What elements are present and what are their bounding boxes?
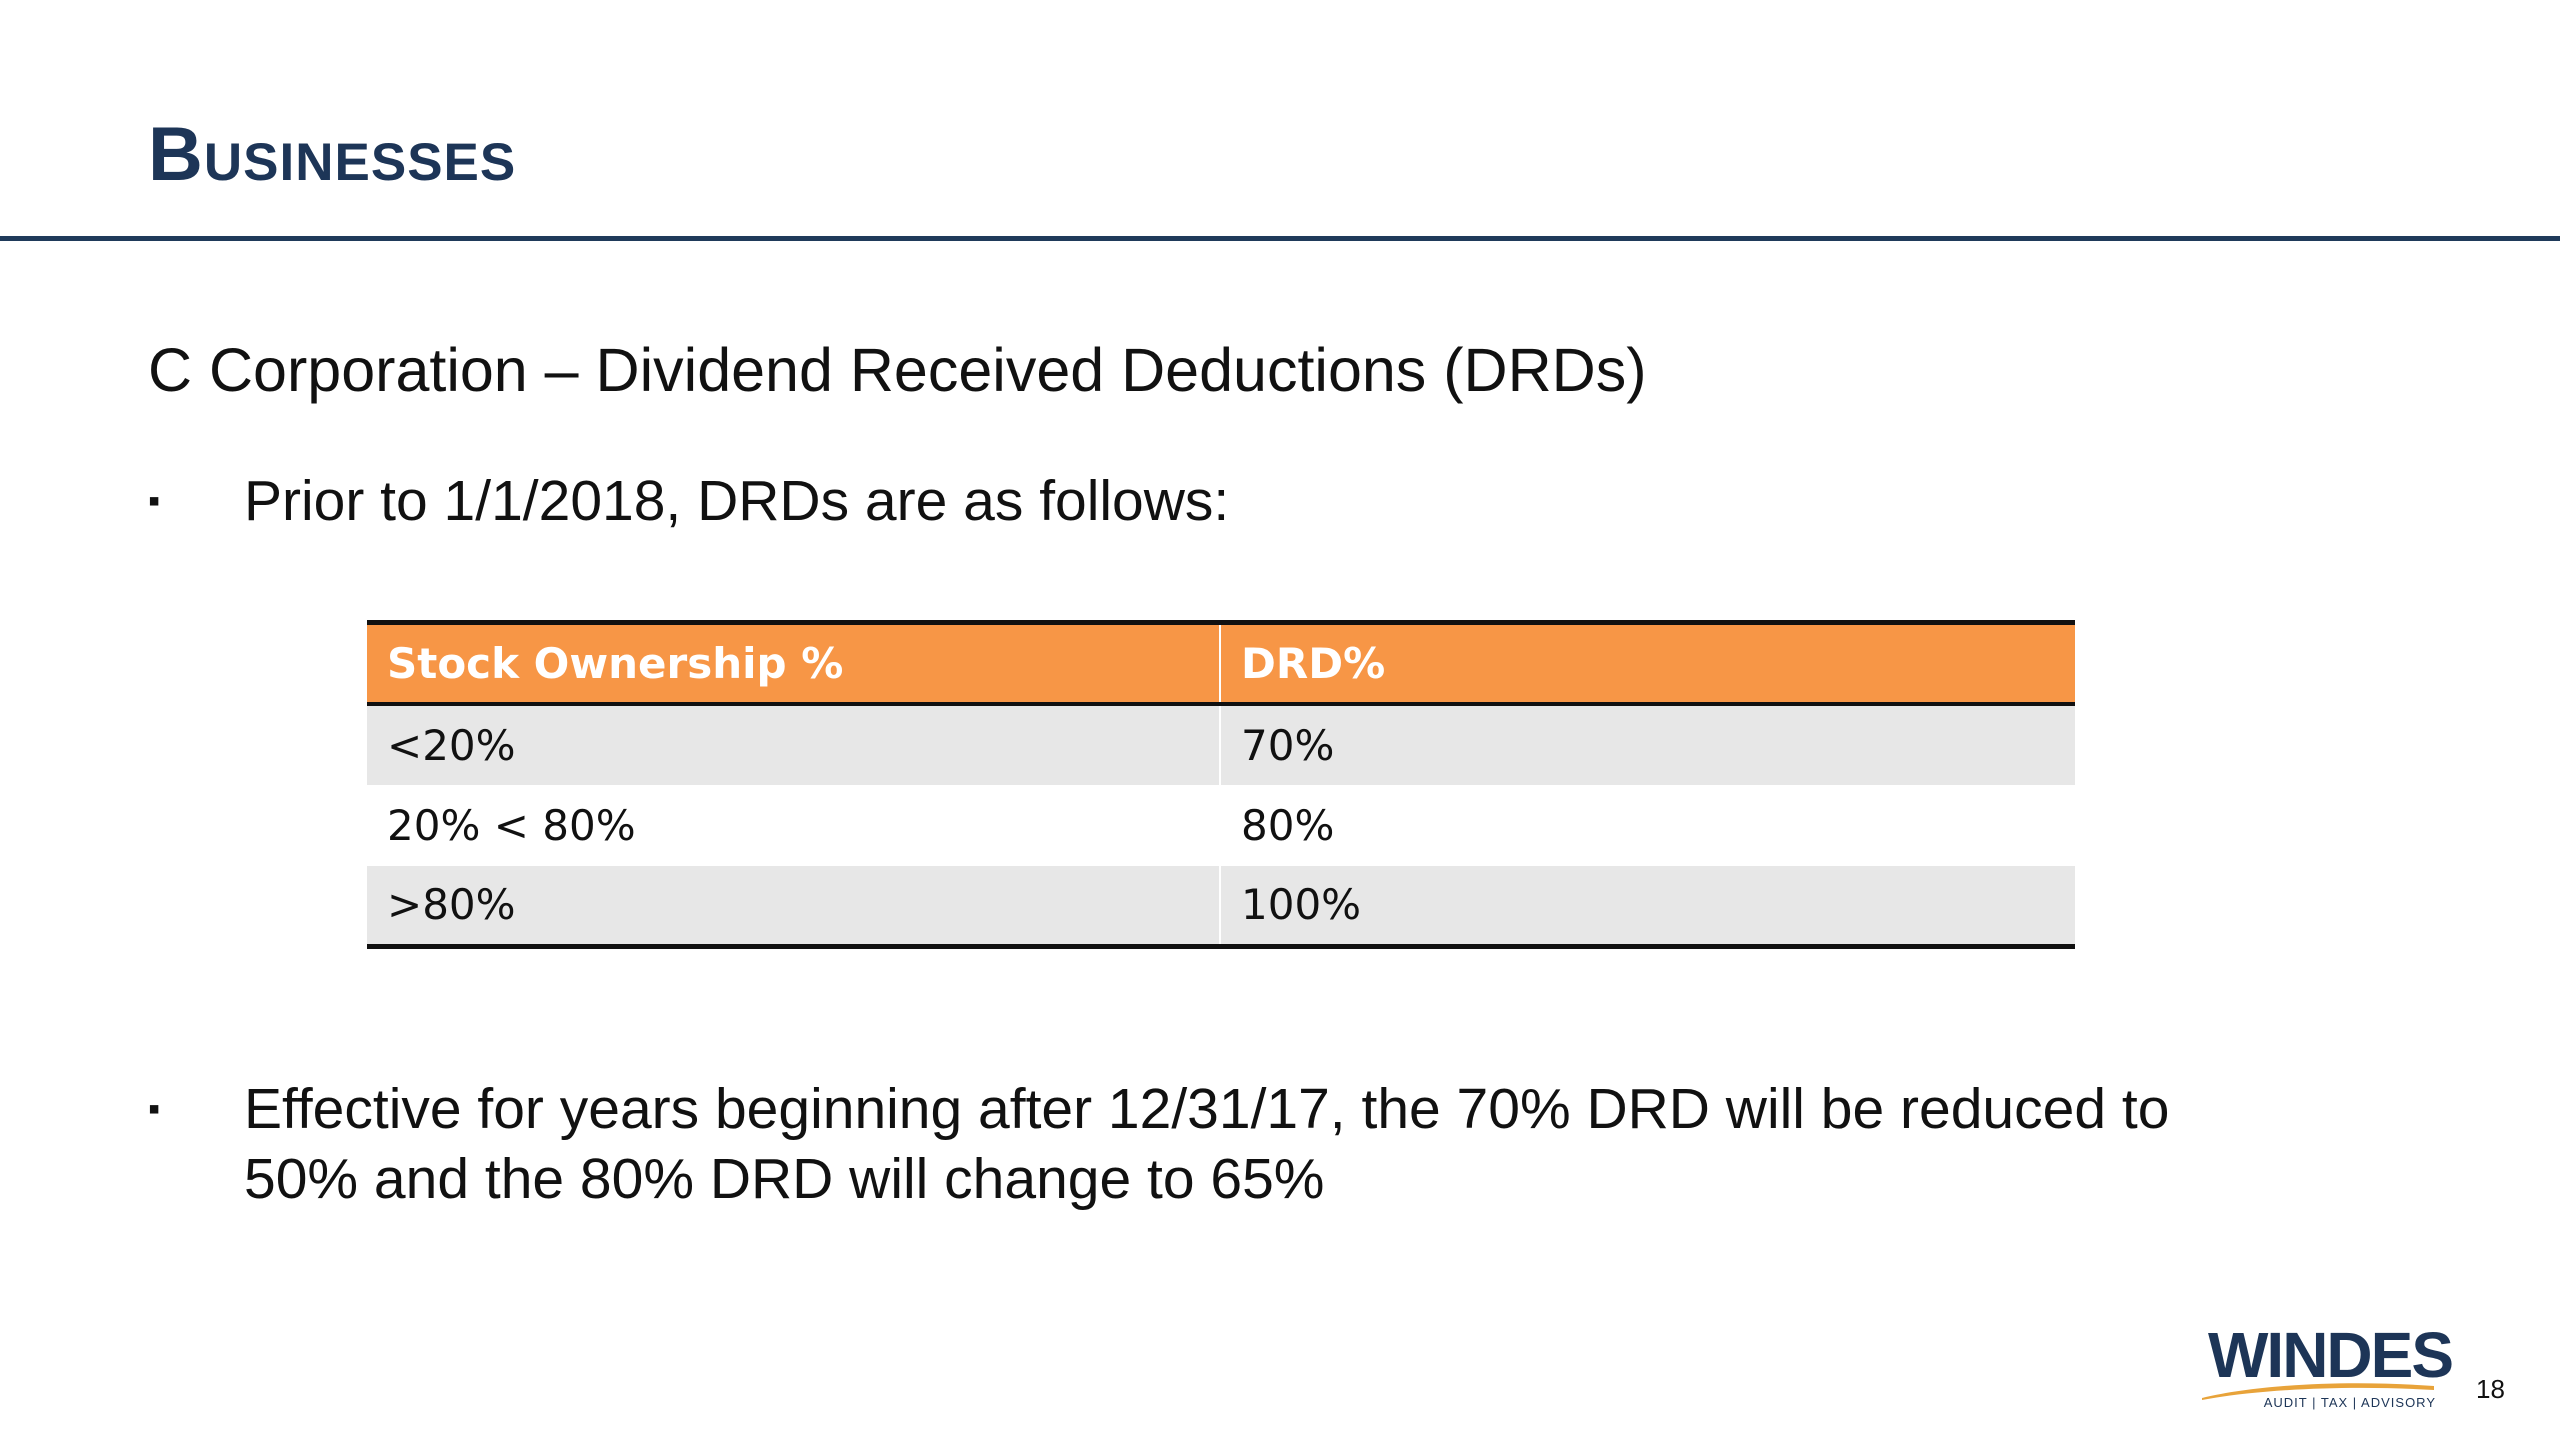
table-header-row: Stock Ownership % DRD%	[367, 622, 2075, 706]
slide-title: Businesses	[148, 112, 517, 197]
table-row: <20% 70%	[367, 703, 2075, 785]
bullet-item: ▪ Effective for years beginning after 12…	[148, 1074, 2298, 1214]
table-cell-drd: 70%	[1219, 703, 2075, 785]
table-row: 20% < 80% 80%	[367, 784, 2075, 866]
table-cell-drd: 80%	[1219, 784, 2075, 866]
column-header-stock-ownership: Stock Ownership %	[367, 622, 1220, 706]
page-number: 18	[2476, 1374, 2505, 1404]
table-cell-ownership: 20% < 80%	[367, 784, 1220, 866]
slide-subtitle: C Corporation – Dividend Received Deduct…	[148, 336, 1647, 404]
bullet-text: Prior to 1/1/2018, DRDs are as follows:	[244, 469, 1230, 533]
column-header-drd: DRD%	[1219, 622, 2075, 706]
table-row: >80% 100%	[367, 865, 2075, 947]
bullet-text: Effective for years beginning after 12/3…	[244, 1077, 2170, 1211]
logo-tagline: AUDIT | TAX | ADVISORY	[2263, 1395, 2436, 1410]
drd-table: Stock Ownership % DRD% <20% 70% 20% < 80…	[367, 620, 2075, 949]
logo-swoosh-icon	[2202, 1383, 2434, 1400]
bullet-square-icon: ▪	[148, 482, 161, 520]
table-cell-drd: 100%	[1219, 865, 2075, 947]
title-divider	[0, 236, 2560, 241]
table-cell-ownership: <20%	[367, 703, 1220, 785]
bullet-square-icon: ▪	[148, 1090, 161, 1128]
windes-logo: WINDES AUDIT | TAX | ADVISORY	[2200, 1320, 2454, 1410]
table-cell-ownership: >80%	[367, 865, 1220, 947]
bullet-item: ▪ Prior to 1/1/2018, DRDs are as follows…	[148, 466, 2298, 536]
logo-wordmark: WINDES	[2208, 1319, 2454, 1391]
